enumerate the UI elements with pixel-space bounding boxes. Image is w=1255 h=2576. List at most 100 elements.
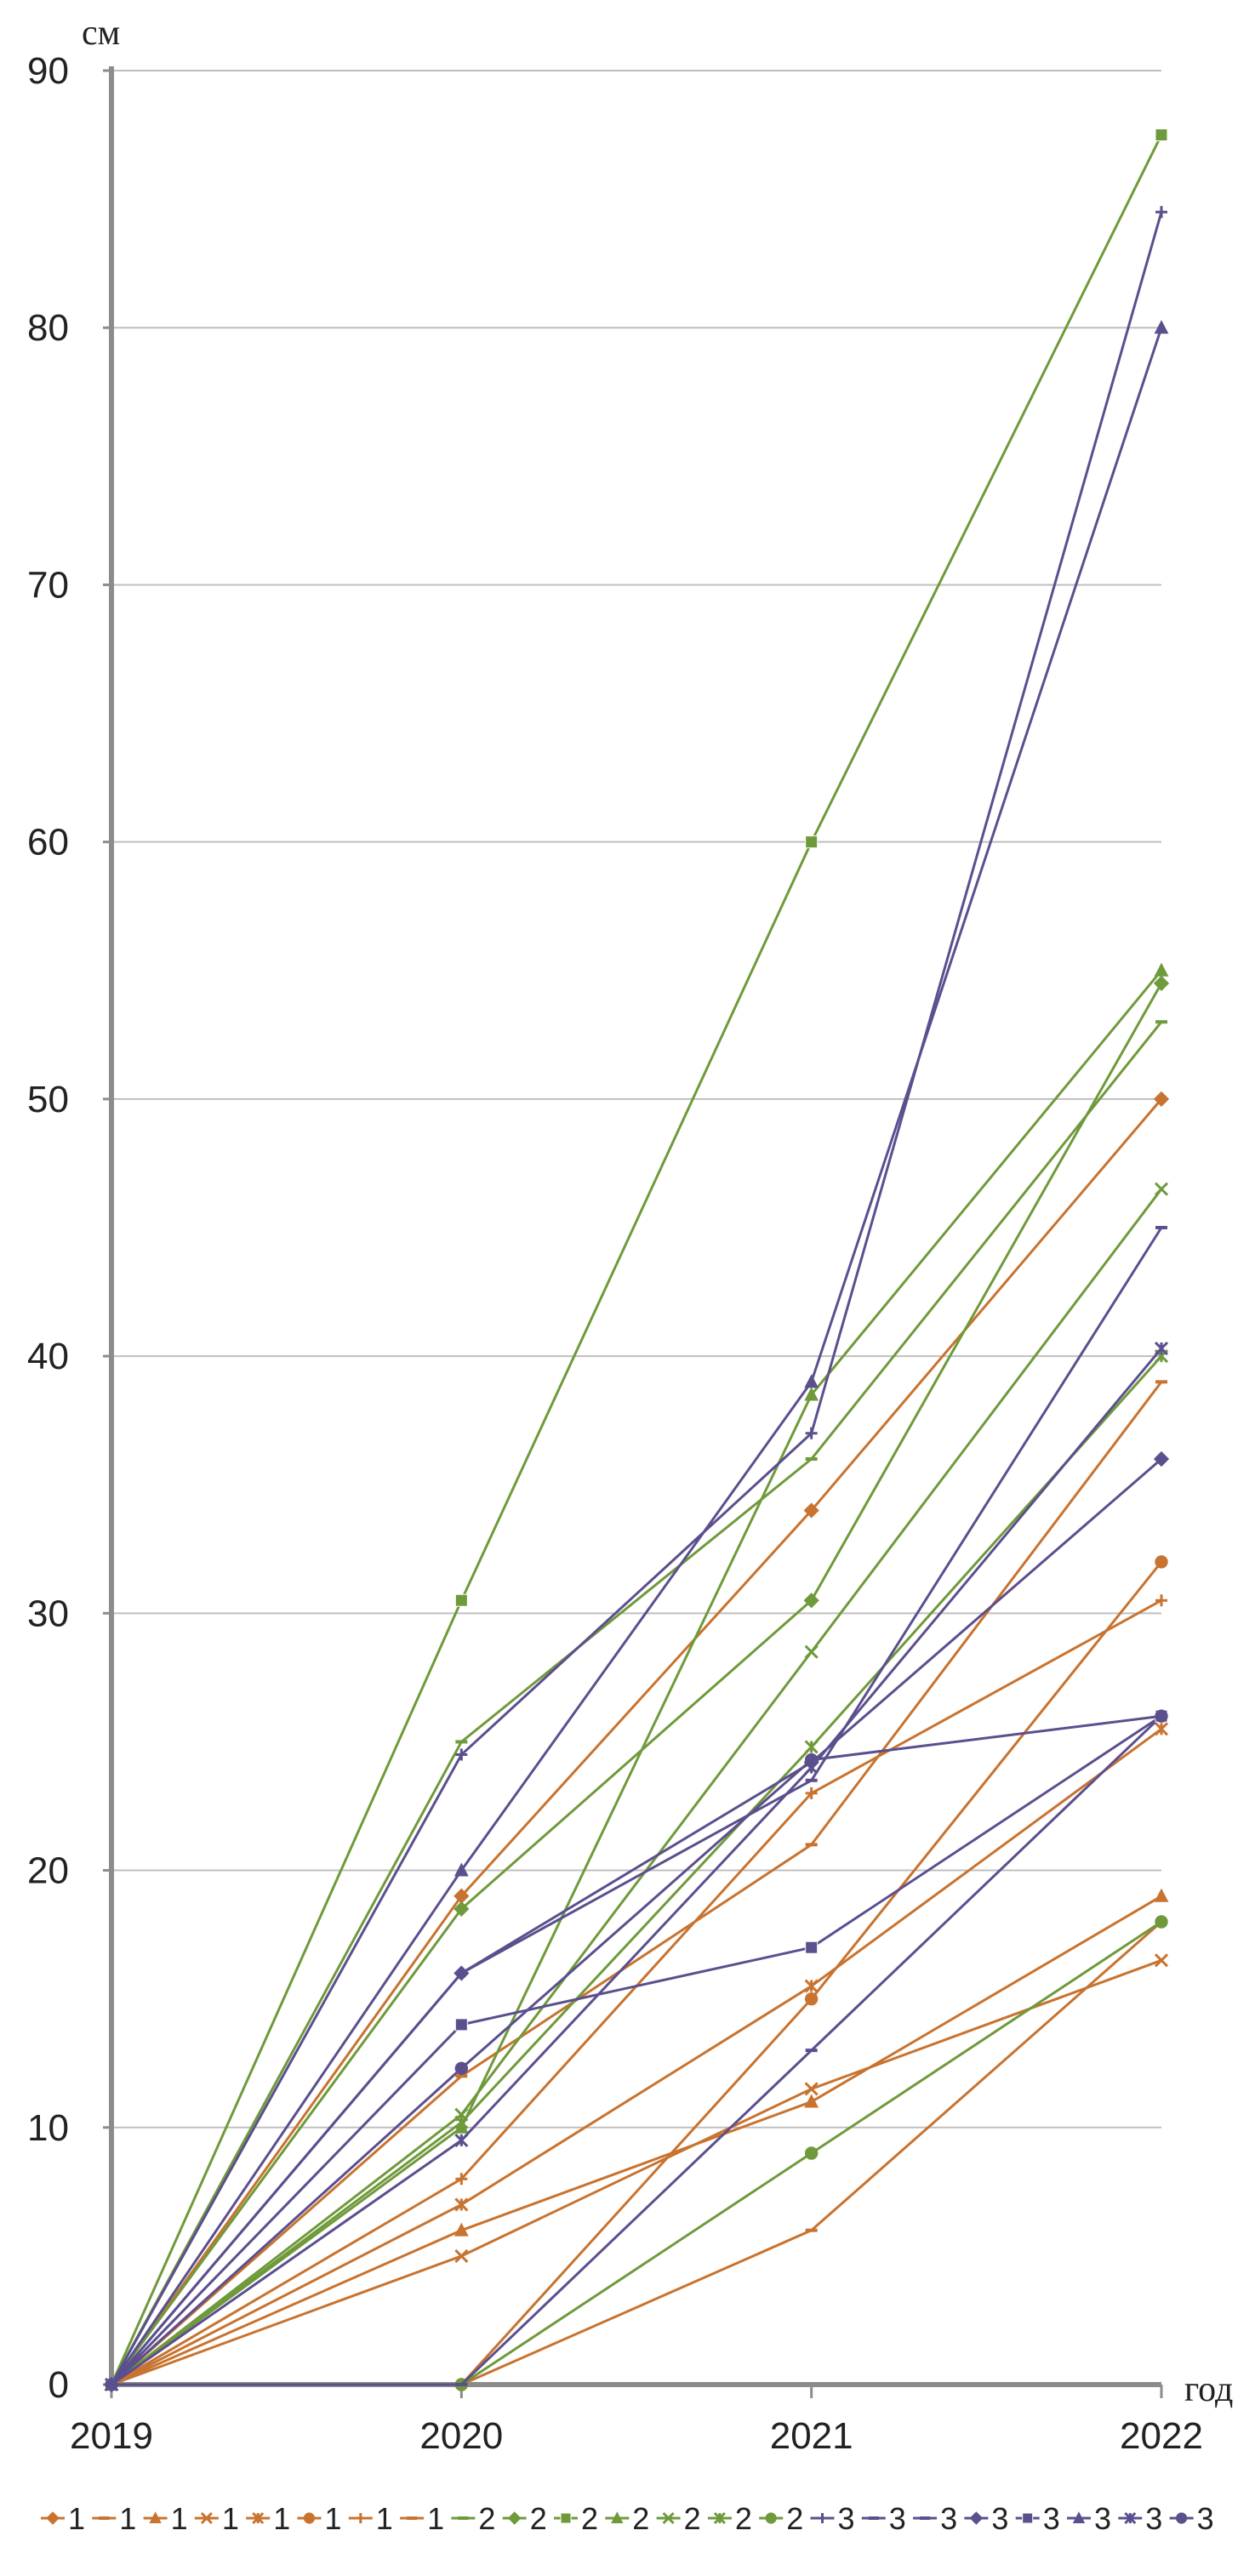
series-group-1 — [104, 1888, 1169, 2391]
y-tick-label: 50 — [27, 1079, 69, 1120]
legend-item: 2 — [451, 2501, 495, 2536]
legend-item: 1 — [41, 2501, 85, 2536]
data-point — [805, 835, 819, 849]
data-point — [105, 2378, 118, 2391]
data-point — [804, 1992, 819, 2006]
x-axis-unit-label: год — [1184, 2370, 1233, 2409]
data-point — [455, 1748, 468, 1761]
legend-swatch-marker — [1022, 2512, 1034, 2524]
data-point — [804, 2146, 819, 2160]
series-line — [110, 1227, 1163, 2385]
legend-swatch-marker — [611, 2511, 624, 2523]
legend-item: 2 — [605, 2501, 649, 2536]
legend-item: 2 — [656, 2501, 701, 2536]
legend-item: 1 — [246, 2501, 290, 2536]
legend-item: 1 — [194, 2501, 239, 2536]
series-line — [110, 1714, 1162, 2386]
data-point — [454, 1862, 469, 1877]
series-line — [110, 983, 1163, 2385]
data-point — [454, 2018, 468, 2032]
y-tick-label: 10 — [27, 2107, 69, 2149]
data-point — [454, 2222, 469, 2237]
series-group-3 — [106, 206, 1167, 2391]
data-point — [1153, 1091, 1170, 1107]
x-tick-label: 2021 — [770, 2415, 853, 2457]
data-point — [454, 1965, 470, 1981]
series-line — [110, 134, 1163, 2385]
series-line — [111, 1355, 1163, 2386]
legend-item: 2 — [759, 2501, 803, 2536]
data-point — [454, 1593, 468, 1607]
y-tick-label: 20 — [27, 1850, 69, 1892]
legend-item: 3 — [913, 2501, 957, 2536]
data-point — [1154, 1888, 1169, 1902]
series-group-3 — [106, 1226, 1167, 2386]
legend-item: 3 — [810, 2501, 855, 2536]
data-point — [804, 1387, 819, 1401]
data-point — [1154, 1953, 1169, 1968]
data-point — [1155, 206, 1167, 219]
legend-label: 2 — [735, 2501, 752, 2536]
data-point — [1155, 1915, 1168, 1929]
legend-item: 1 — [143, 2501, 188, 2536]
data-point — [805, 1941, 819, 1954]
series-line — [110, 1457, 1162, 2385]
legend-label: 2 — [478, 2501, 495, 2536]
legend-label: 3 — [1043, 2501, 1060, 2536]
legend-swatch-marker — [662, 2511, 675, 2525]
data-point — [1153, 1450, 1170, 1468]
series-line — [110, 327, 1163, 2385]
legend-item: 3 — [1015, 2501, 1060, 2536]
y-tick-label: 80 — [27, 307, 69, 349]
data-point — [803, 1502, 819, 1519]
legend-item: 1 — [348, 2501, 393, 2536]
legend-label: 3 — [889, 2501, 906, 2536]
series-group-1 — [106, 1920, 1167, 2386]
legend-label: 1 — [119, 2501, 136, 2536]
legend-item: 3 — [1169, 2501, 1214, 2536]
series-group-3 — [105, 1709, 1168, 2391]
legend-swatch-marker — [507, 2511, 522, 2525]
data-point — [1155, 1709, 1168, 1723]
legend-item: 1 — [92, 2501, 136, 2536]
data-point — [454, 1901, 470, 1917]
series-line — [111, 1715, 1163, 2386]
gridlines — [111, 70, 1161, 2129]
legend-label: 2 — [530, 2501, 547, 2536]
legend-label: 3 — [1094, 2501, 1111, 2536]
legend-label: 2 — [786, 2501, 803, 2536]
legend-item: 2 — [707, 2501, 752, 2536]
data-point — [454, 2197, 469, 2212]
x-tick-label: 2019 — [70, 2415, 153, 2457]
legend-swatch-marker — [713, 2511, 726, 2525]
series-line — [110, 1097, 1163, 2385]
data-point — [804, 1740, 819, 1754]
series-line — [111, 1895, 1162, 2386]
legend-label: 3 — [991, 2501, 1008, 2536]
series-line — [111, 1381, 1163, 2386]
series-line — [111, 1188, 1163, 2386]
data-point — [803, 1593, 819, 1609]
data-point — [1154, 1341, 1169, 1356]
legend-item: 3 — [964, 2501, 1008, 2536]
series-line — [111, 1348, 1163, 2386]
series-group-3 — [105, 1709, 1168, 2391]
data-point — [1154, 320, 1169, 334]
legend-item: 3 — [1067, 2501, 1111, 2536]
legend-swatch-marker — [560, 2512, 572, 2524]
data-point — [804, 1644, 819, 1659]
legend-swatch-marker — [149, 2511, 162, 2523]
data-point — [805, 1427, 818, 1439]
legend-item: 2 — [502, 2501, 547, 2536]
data-point — [454, 2248, 469, 2263]
data-point — [455, 2173, 468, 2186]
legend-swatch-marker — [200, 2511, 213, 2525]
data-point — [454, 1888, 470, 1904]
legend-swatch-marker — [46, 2511, 60, 2525]
series-group-1 — [103, 1091, 1170, 2393]
legend-label: 1 — [273, 2501, 290, 2536]
legend-swatch-marker — [1176, 2512, 1188, 2524]
series-line — [111, 1958, 1162, 2386]
